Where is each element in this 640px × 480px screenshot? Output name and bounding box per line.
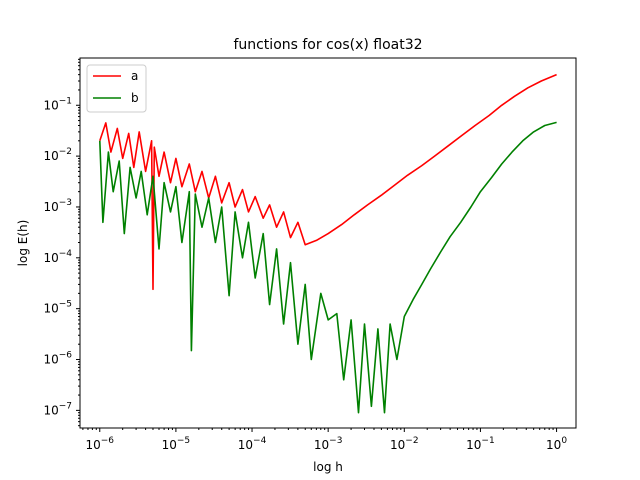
y-tick-label: 10−7	[43, 401, 72, 417]
x-axis-label: log h	[313, 460, 343, 474]
y-tick-label: 10−2	[43, 147, 72, 163]
x-tick-label: 10−2	[390, 436, 419, 452]
series-line-b	[99, 121, 557, 414]
x-tick-label: 10−5	[162, 436, 191, 452]
x-tick-label: 10−3	[314, 436, 343, 452]
x-tick-label: 100	[546, 436, 567, 452]
legend: a b	[86, 64, 147, 113]
legend-label-a: a	[131, 69, 138, 83]
chart-title: functions for cos(x) float32	[233, 37, 422, 53]
legend-label-b: b	[131, 91, 139, 105]
y-tick-label: 10−3	[43, 198, 72, 214]
series-layer	[99, 73, 557, 414]
y-axis-label: log E(h)	[16, 220, 30, 267]
series-line-a	[99, 73, 557, 291]
y-tick-label: 10−1	[43, 96, 72, 112]
x-tick-label: 10−4	[238, 436, 267, 452]
x-axis: 10−6 10−5 10−4 10−3 10−2 10−1 100	[82, 428, 567, 452]
y-axis: 10−7 10−6 10−5 10−4 10−3 10−2 10−1	[43, 58, 80, 427]
x-tick-label: 10−1	[466, 436, 495, 452]
y-tick-label: 10−4	[43, 249, 72, 265]
y-tick-label: 10−6	[43, 351, 72, 367]
x-tick-label: 10−6	[85, 436, 114, 452]
y-tick-label: 10−5	[43, 300, 72, 316]
